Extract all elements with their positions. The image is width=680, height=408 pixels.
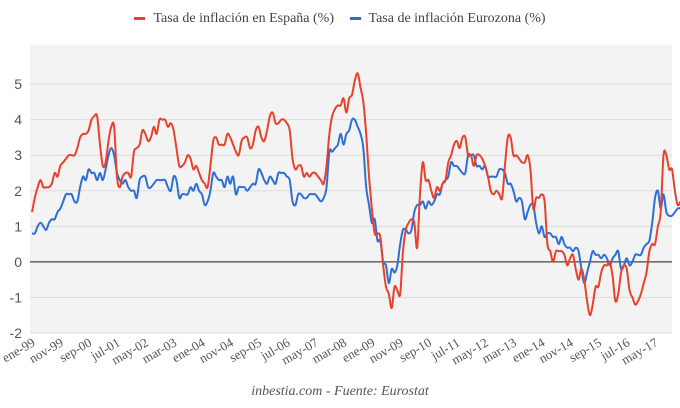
gridlines <box>30 83 672 334</box>
series-line-spain <box>31 72 680 317</box>
legend: Tasa de inflación en España (%) Tasa de … <box>0 9 680 27</box>
legend-swatch-eurozone <box>349 17 361 20</box>
series-lines <box>31 72 680 317</box>
legend-label-eurozone: Tasa de inflación Eurozona (%) <box>368 10 546 26</box>
y-tick-label: -2 <box>10 325 23 341</box>
series-line-eurozone <box>31 117 680 285</box>
y-tick-label: 4 <box>14 112 22 128</box>
legend-item-spain[interactable]: Tasa de inflación en España (%) <box>134 11 334 27</box>
y-tick-label: 0 <box>14 254 22 270</box>
legend-label-spain: Tasa de inflación en España (%) <box>153 10 334 26</box>
legend-swatch-spain <box>134 17 146 20</box>
plot-background <box>30 45 672 333</box>
source-caption: inbestia.com - Fuente: Eurostat <box>251 384 429 399</box>
y-axis-ticks: -2 -1 0 1 2 3 4 5 <box>10 76 23 341</box>
y-tick-label: -1 <box>10 289 23 305</box>
y-tick-label: 3 <box>14 147 22 163</box>
y-tick-label: 5 <box>14 76 22 92</box>
x-axis-ticks: ene-99nov-99sep-00jul-01may-02mar-03ene-… <box>0 334 661 367</box>
y-tick-label: 1 <box>14 218 22 234</box>
legend-item-eurozone[interactable]: Tasa de inflación Eurozona (%) <box>349 10 546 27</box>
y-tick-label: 2 <box>14 183 22 199</box>
